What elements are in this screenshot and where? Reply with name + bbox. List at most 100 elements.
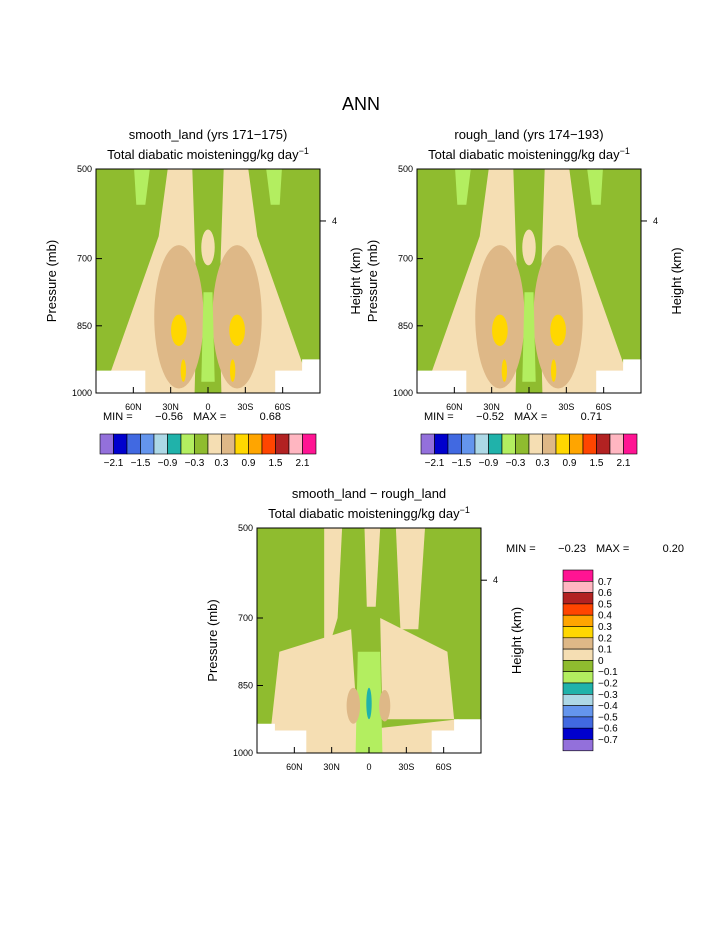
panel-rough: rough_land (yrs 174−193) Total diabatic m… xyxy=(365,127,684,423)
y2label: Height (km) xyxy=(669,247,684,314)
colorbar-swatch xyxy=(562,682,594,695)
colorbar-swatch xyxy=(113,433,128,455)
colorbar-swatch xyxy=(562,603,594,616)
colorbar-swatch xyxy=(140,433,155,455)
xtick-label: 30S xyxy=(558,402,574,412)
colorbar-swatch xyxy=(434,433,449,455)
colorbar-label: −2.1 xyxy=(104,458,124,469)
y2tick-label: 4 xyxy=(493,575,498,585)
colorbar-swatch xyxy=(562,614,594,627)
xtick-label: 0 xyxy=(526,402,531,412)
colorbar-label: 0.9 xyxy=(242,458,256,469)
colorbar-swatch xyxy=(99,433,114,455)
colorbar-swatch xyxy=(562,716,594,729)
colorbar-swatch xyxy=(515,433,530,455)
colorbar-swatch xyxy=(562,671,594,684)
colorbar-swatch xyxy=(420,433,435,455)
contour-tan-lower xyxy=(268,629,459,753)
stat-min-label: MIN = xyxy=(424,411,454,423)
colorbar-swatch xyxy=(474,433,489,455)
colorbar-swatch xyxy=(207,433,222,455)
colorbar-swatch xyxy=(596,433,611,455)
stat-max-value: 0.20 xyxy=(663,543,684,555)
colorbar-swatch xyxy=(562,592,594,605)
colorbar-label: 0.2 xyxy=(598,633,612,644)
contour-yellow-left-low xyxy=(180,359,187,382)
colorbar-label: −0.2 xyxy=(598,679,618,690)
colorbar-swatch xyxy=(582,433,597,455)
ylabel: Pressure (mb) xyxy=(44,240,59,322)
contour-brown-left xyxy=(346,687,361,724)
xtick-label: 60N xyxy=(446,402,463,412)
ytick-label: 500 xyxy=(398,164,413,174)
xtick-label: 60N xyxy=(286,762,303,772)
colorbar-label: −2.1 xyxy=(425,458,445,469)
contour-tan-1 xyxy=(324,528,343,663)
subtitle-units-exponent: −1 xyxy=(620,146,630,156)
contour-yellow-left xyxy=(171,314,187,346)
stat-min-label: MIN = xyxy=(103,411,133,423)
colorbar-label: 0.6 xyxy=(598,588,612,599)
subtitle-units-exponent: −1 xyxy=(460,505,470,515)
colorbar-swatch xyxy=(562,626,594,639)
contour-brown-right xyxy=(379,690,391,722)
subtitle-units-exponent: −1 xyxy=(299,146,309,156)
topography-mask-left xyxy=(96,370,146,393)
contour-yellow-left xyxy=(492,314,508,346)
contour-field xyxy=(96,169,320,393)
stat-max-label: MAX = xyxy=(193,411,226,423)
stat-max-label: MAX = xyxy=(596,543,629,555)
colorbar-swatch xyxy=(221,433,236,455)
colorbar-swatch xyxy=(126,433,141,455)
colorbar-label: −0.6 xyxy=(598,724,618,735)
colorbar-label: 0.4 xyxy=(598,611,612,622)
contour-field xyxy=(417,169,641,393)
colorbar-swatch xyxy=(562,705,594,718)
colorbar-label: −0.3 xyxy=(598,690,618,701)
contour-lightgreen-right xyxy=(266,169,282,205)
colorbar-label: −0.7 xyxy=(598,735,618,746)
colorbar-swatch xyxy=(275,433,290,455)
colorbar-swatch xyxy=(528,433,543,455)
colorbar-swatch xyxy=(153,433,168,455)
contour-yellow-right-low xyxy=(550,359,557,382)
xtick-label: 30N xyxy=(162,402,179,412)
stat-min-label: MIN = xyxy=(506,543,536,555)
contour-yellow-right-low xyxy=(229,359,236,382)
panel-title: rough_land (yrs 174−193) xyxy=(454,127,603,142)
panel-subtitle: Total diabatic moisteningg/kg day−1 xyxy=(268,505,470,521)
contour-field xyxy=(257,528,481,753)
topography-mask-right xyxy=(596,359,641,393)
colorbar-swatch xyxy=(562,739,594,752)
colorbar-swatch xyxy=(302,433,317,455)
y2tick-label: 4 xyxy=(653,216,658,226)
stat-min-value: −0.23 xyxy=(558,543,586,555)
contour-lightgreen-left xyxy=(134,169,150,205)
colorbar-swatch xyxy=(609,433,624,455)
colorbar-label: −0.3 xyxy=(506,458,526,469)
xtick-label: 60N xyxy=(125,402,142,412)
colorbar-label: −0.3 xyxy=(185,458,205,469)
ytick-label: 1000 xyxy=(393,388,413,398)
subtitle-units: g/kg day xyxy=(249,147,299,162)
subtitle-units: g/kg day xyxy=(570,147,620,162)
colorbar-swatch xyxy=(248,433,263,455)
colorbar-swatch xyxy=(542,433,557,455)
ylabel: Pressure (mb) xyxy=(365,240,380,322)
ytick-label: 1000 xyxy=(72,388,92,398)
colorbar-swatch xyxy=(562,727,594,740)
colorbar-label: 0.9 xyxy=(563,458,577,469)
y2label: Height (km) xyxy=(348,247,363,314)
colorbar-swatch xyxy=(501,433,516,455)
colorbar-swatch xyxy=(167,433,182,455)
colorbar-swatch xyxy=(562,660,594,673)
subtitle-variable: Total diabatic moistening xyxy=(428,147,570,162)
contour-lightgreen-center xyxy=(522,292,536,382)
colorbar-label: 0.3 xyxy=(215,458,229,469)
stat-min-value: −0.52 xyxy=(476,411,504,423)
xtick-label: 0 xyxy=(205,402,210,412)
ytick-label: 850 xyxy=(398,321,413,331)
colorbar-label: 0.3 xyxy=(536,458,550,469)
xtick-label: 60S xyxy=(596,402,612,412)
topography-mask-left xyxy=(257,723,307,753)
